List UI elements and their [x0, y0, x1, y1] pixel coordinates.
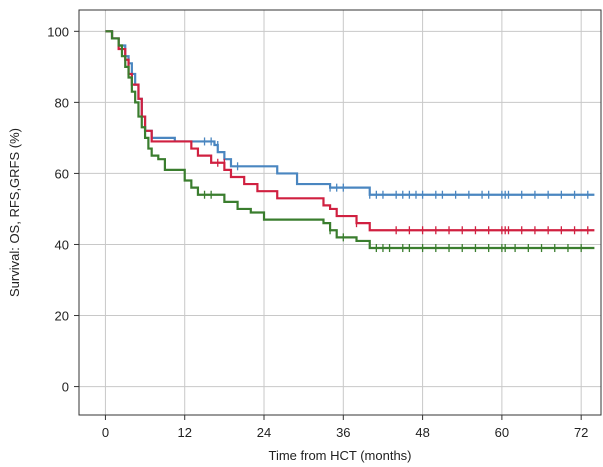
step-line — [105, 30, 595, 250]
x-axis-label: Time from HCT (months) — [268, 448, 411, 463]
grid-lines — [79, 10, 601, 415]
y-tick-label: 80 — [55, 95, 69, 110]
x-axis-ticks: 0 12 24 36 48 60 72 — [102, 415, 588, 440]
y-tick-label: 40 — [55, 237, 69, 252]
x-tick-label: 60 — [495, 425, 509, 440]
x-tick-label: 72 — [574, 425, 588, 440]
y-tick-label: 20 — [55, 309, 69, 324]
y-axis-ticks: 0 20 40 60 80 100 — [47, 24, 79, 395]
y-tick-label: 0 — [62, 380, 69, 395]
series-layer — [105, 30, 595, 253]
step-line — [105, 30, 595, 196]
plot-frame — [78, 9, 602, 416]
x-tick-label: 12 — [177, 425, 191, 440]
x-tick-label: 48 — [415, 425, 429, 440]
y-axis-label: Survival: OS, RFS,GRFS (%) — [7, 128, 22, 297]
x-tick-label: 36 — [336, 425, 350, 440]
x-tick-label: 24 — [257, 425, 271, 440]
x-tick-label: 0 — [102, 425, 109, 440]
step-line — [105, 30, 595, 232]
survival-curve-3 — [105, 30, 595, 253]
y-tick-label: 100 — [47, 24, 69, 39]
y-tick-label: 60 — [55, 166, 69, 181]
survival-curve-2 — [105, 30, 595, 235]
survival-curve-1 — [105, 30, 595, 199]
